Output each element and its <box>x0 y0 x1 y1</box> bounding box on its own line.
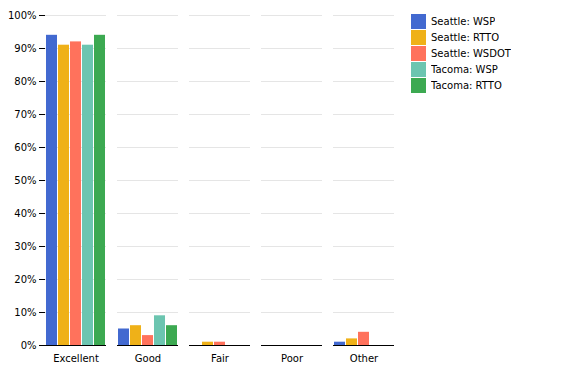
svg-text:Other: Other <box>350 353 379 364</box>
svg-text:80%: 80% <box>14 76 36 87</box>
html-text:Seattle: RTTO: Seattle: RTTO <box>431 32 500 43</box>
svg-text:Good: Good <box>135 353 161 364</box>
svg-text:20%: 20% <box>14 274 36 285</box>
svg-text:30%: 30% <box>14 241 36 252</box>
svg-text:Fair: Fair <box>211 353 230 364</box>
svg-text:50%: 50% <box>14 175 36 186</box>
html-text:Seattle: WSP: Seattle: WSP <box>431 16 496 27</box>
svg-text:70%: 70% <box>14 109 36 120</box>
html-text:Tacoma: RTTO: Tacoma: RTTO <box>431 80 502 91</box>
svg-text:10%: 10% <box>14 307 36 318</box>
svg-text:100%: 100% <box>8 10 37 21</box>
html-text:Seattle: WSDOT: Seattle: WSDOT <box>431 48 511 59</box>
svg-text:60%: 60% <box>14 142 36 153</box>
svg-text:40%: 40% <box>14 208 36 219</box>
html-text:Tacoma: WSP: Tacoma: WSP <box>431 64 498 75</box>
svg-text:Excellent: Excellent <box>53 353 99 364</box>
svg-text:Poor: Poor <box>281 353 304 364</box>
svg-text:0%: 0% <box>21 340 37 351</box>
svg-text:90%: 90% <box>14 43 36 54</box>
